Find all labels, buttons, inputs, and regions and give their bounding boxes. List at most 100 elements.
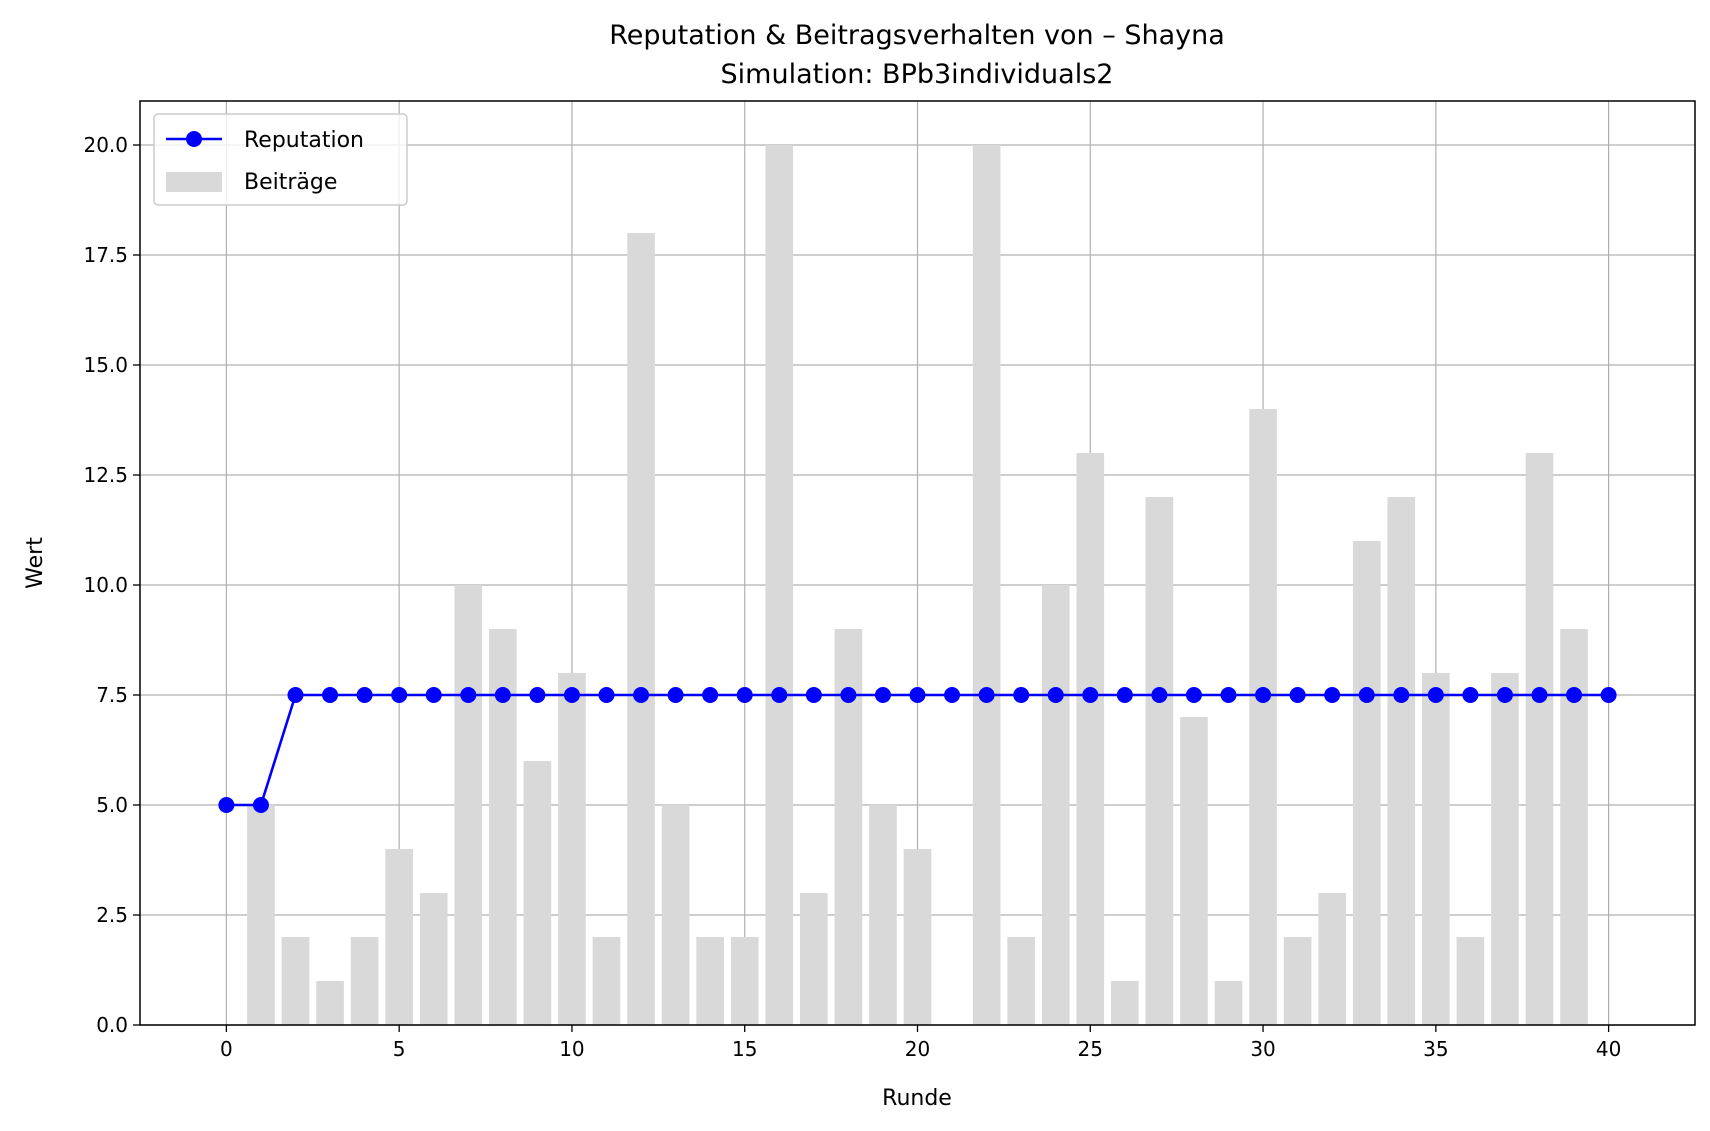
- reputation-point-27: [1151, 687, 1168, 703]
- reputation-point-37: [1496, 687, 1513, 703]
- reputation-point-2: [287, 687, 304, 703]
- reputation-point-40: [1600, 687, 1617, 703]
- bar-round-29: [1214, 981, 1243, 1025]
- reputation-point-5: [391, 687, 408, 703]
- bar-round-31: [1283, 937, 1312, 1025]
- bar-round-26: [1111, 981, 1139, 1025]
- reputation-point-31: [1289, 687, 1306, 703]
- reputation-point-12: [633, 687, 650, 703]
- x-tick-label-0: 0: [220, 1037, 233, 1061]
- bar-round-3: [316, 981, 344, 1025]
- bar-round-32: [1318, 893, 1346, 1025]
- reputation-point-21: [944, 687, 961, 703]
- reputation-point-13: [667, 687, 684, 703]
- bar-round-38: [1525, 453, 1554, 1025]
- bar-round-37: [1491, 673, 1519, 1025]
- reputation-point-24: [1047, 687, 1064, 703]
- x-tick-label-3: 15: [732, 1037, 757, 1061]
- x-tick-label-6: 30: [1250, 1037, 1275, 1061]
- legend: Reputation Beiträge: [153, 113, 408, 206]
- bar-round-30: [1249, 409, 1277, 1025]
- y-axis-label: Wert: [23, 537, 48, 589]
- reputation-point-25: [1082, 687, 1099, 703]
- y-tick-label-1: 2.5: [96, 903, 128, 927]
- bar-round-36: [1456, 937, 1485, 1025]
- x-tick-label-2: 10: [559, 1037, 584, 1061]
- reputation-point-1: [252, 797, 269, 813]
- y-tick-label-4: 10.0: [83, 573, 128, 597]
- bar-round-19: [869, 805, 897, 1025]
- bar-series-beitraege: [247, 145, 1588, 1025]
- reputation-point-17: [805, 687, 822, 703]
- y-tick-label-8: 20.0: [83, 133, 128, 157]
- reputation-point-33: [1358, 687, 1375, 703]
- bar-round-9: [523, 761, 552, 1025]
- bar-round-10: [558, 673, 586, 1025]
- y-axis-ticks: 0.0 2.5 5.0 7.5 10.0 12.5 15.0 17.5 20.0: [83, 133, 140, 1037]
- reputation-point-28: [1185, 687, 1202, 703]
- x-tick-label-8: 40: [1596, 1037, 1621, 1061]
- bar-round-6: [419, 893, 448, 1025]
- bar-round-4: [350, 937, 379, 1025]
- reputation-point-34: [1393, 687, 1410, 703]
- reputation-point-19: [874, 687, 891, 703]
- bar-round-22: [972, 145, 1001, 1025]
- x-tick-label-1: 5: [393, 1037, 406, 1061]
- bar-round-17: [800, 893, 828, 1025]
- x-tick-label-4: 20: [905, 1037, 930, 1061]
- reputation-point-7: [460, 687, 477, 703]
- bar-round-15: [730, 937, 759, 1025]
- legend-label-reputation: Reputation: [244, 128, 364, 153]
- y-tick-label-6: 15.0: [83, 353, 128, 377]
- y-tick-label-0: 0.0: [96, 1013, 128, 1037]
- reputation-point-22: [978, 687, 995, 703]
- x-axis-label: Runde: [882, 1086, 952, 1111]
- reputation-point-14: [702, 687, 719, 703]
- reputation-point-9: [529, 687, 546, 703]
- bar-round-11: [592, 937, 621, 1025]
- reputation-point-4: [356, 687, 373, 703]
- line-series-reputation: [218, 687, 1617, 813]
- chart-subtitle: Simulation: BPb3individuals2: [721, 59, 1114, 90]
- reputation-point-10: [563, 687, 580, 703]
- legend-label-beitraege: Beiträge: [244, 170, 337, 195]
- bar-round-13: [661, 805, 690, 1025]
- bar-round-16: [765, 145, 794, 1025]
- chart-title: Reputation & Beitragsverhalten von – Sha…: [609, 20, 1225, 51]
- reputation-point-23: [1013, 687, 1030, 703]
- reputation-point-0: [218, 797, 235, 813]
- bar-round-12: [627, 233, 655, 1025]
- reputation-point-30: [1255, 687, 1272, 703]
- y-tick-label-7: 17.5: [83, 243, 128, 267]
- x-tick-label-5: 25: [1078, 1037, 1103, 1061]
- legend-marker-swatch: [186, 131, 202, 147]
- bar-round-14: [696, 937, 724, 1025]
- reputation-point-16: [771, 687, 788, 703]
- legend-bar-swatch: [166, 172, 222, 192]
- reputation-point-6: [425, 687, 442, 703]
- reputation-point-15: [736, 687, 753, 703]
- y-tick-label-2: 5.0: [96, 793, 128, 817]
- reputation-point-32: [1324, 687, 1341, 703]
- bar-round-25: [1076, 453, 1105, 1025]
- bar-round-28: [1180, 717, 1208, 1025]
- y-tick-label-3: 7.5: [96, 683, 128, 707]
- bar-round-27: [1145, 497, 1174, 1025]
- reputation-point-20: [909, 687, 926, 703]
- x-axis-ticks: 0 5 10 15 20 25 30 35 40: [220, 1025, 1621, 1061]
- bar-round-1: [247, 805, 275, 1025]
- y-tick-label-5: 12.5: [83, 463, 128, 487]
- reputation-point-35: [1427, 687, 1444, 703]
- x-tick-label-7: 35: [1423, 1037, 1448, 1061]
- reputation-point-26: [1116, 687, 1133, 703]
- bar-round-24: [1041, 585, 1070, 1025]
- reputation-point-36: [1462, 687, 1479, 703]
- bar-round-5: [385, 849, 413, 1025]
- reputation-point-3: [322, 687, 339, 703]
- bar-round-7: [454, 585, 483, 1025]
- bar-round-20: [903, 849, 932, 1025]
- bar-round-33: [1352, 541, 1381, 1025]
- reputation-point-29: [1220, 687, 1237, 703]
- reputation-point-38: [1531, 687, 1548, 703]
